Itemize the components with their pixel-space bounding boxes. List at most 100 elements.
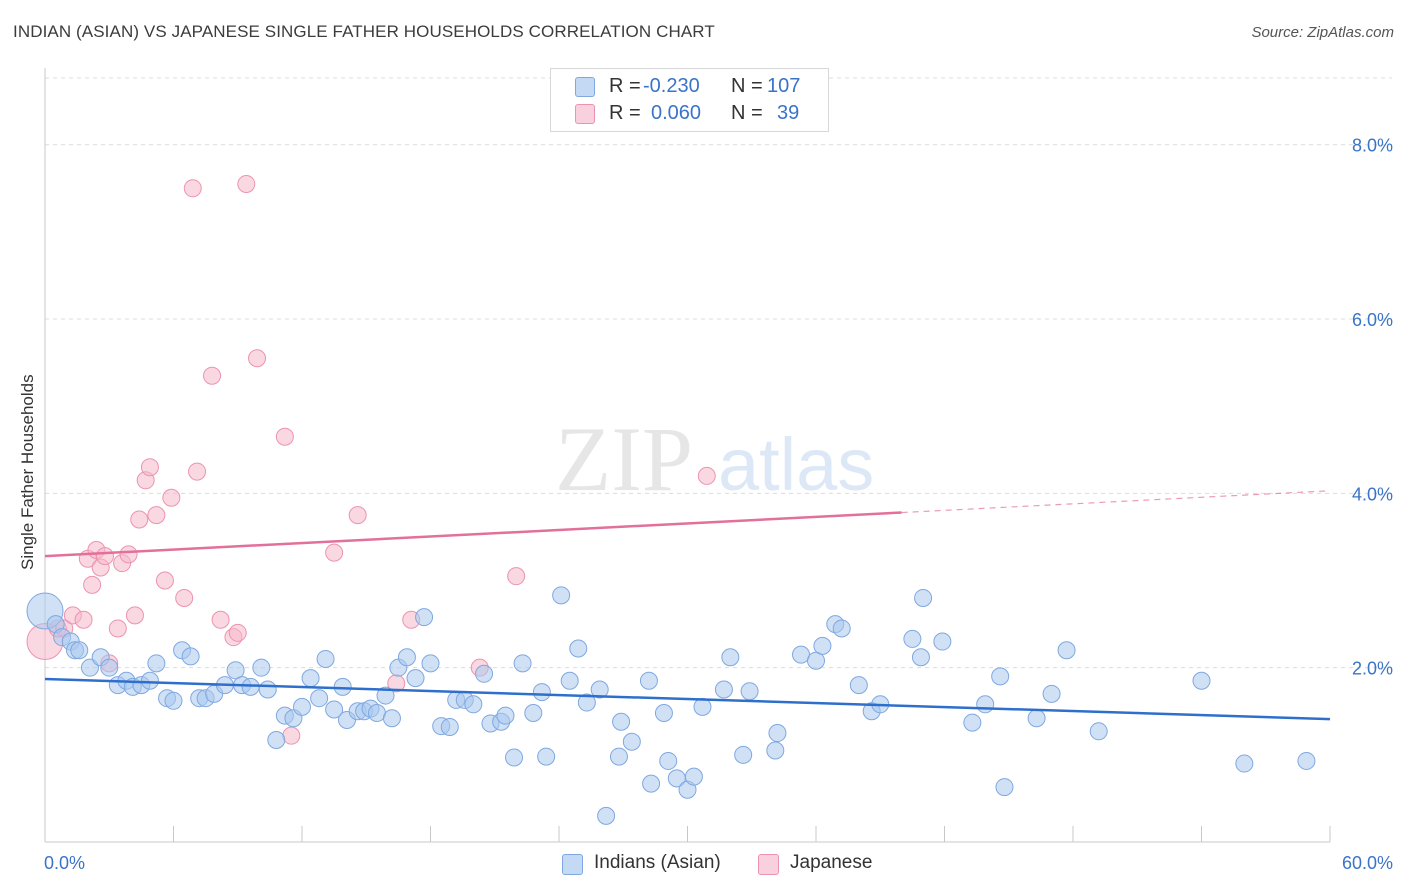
chart-title: INDIAN (ASIAN) VS JAPANESE SINGLE FATHER… xyxy=(13,22,715,41)
point-indians xyxy=(367,704,386,723)
point-japanese xyxy=(282,726,301,745)
point-japanese xyxy=(228,623,247,642)
bottom-legend-swatch-indians xyxy=(562,854,583,875)
point-indians xyxy=(513,654,532,673)
point-indians xyxy=(406,669,425,688)
point-japanese xyxy=(140,458,159,477)
point-indians xyxy=(325,700,344,719)
point-indians xyxy=(1027,709,1046,728)
point-indians xyxy=(537,747,556,766)
point-indians xyxy=(721,648,740,667)
trend-line-japanese xyxy=(44,511,902,558)
point-indians xyxy=(911,648,930,667)
point-japanese xyxy=(125,606,144,625)
point-indians xyxy=(421,654,440,673)
point-indians xyxy=(684,767,703,786)
point-indians xyxy=(181,647,200,666)
point-indians xyxy=(382,709,401,728)
point-indians xyxy=(963,713,982,732)
point-indians xyxy=(1235,754,1254,773)
point-indians xyxy=(1089,722,1108,741)
point-indians xyxy=(807,651,825,670)
point-japanese xyxy=(162,488,181,507)
point-indians xyxy=(316,649,335,668)
legend-r-value: 0.060 xyxy=(651,102,702,124)
point-indians xyxy=(440,717,459,736)
series-japanese xyxy=(26,174,716,745)
point-indians xyxy=(140,671,159,690)
y-tick-label: 8.0% xyxy=(1352,136,1393,156)
point-japanese xyxy=(175,588,194,607)
point-indians xyxy=(333,677,352,696)
y-tick-label: 4.0% xyxy=(1352,484,1393,504)
point-indians xyxy=(654,704,673,723)
point-indians xyxy=(1297,751,1316,770)
point-indians xyxy=(642,774,661,793)
tick-labels: 2.0% 4.0% 6.0% 8.0% 0.0% 60.0% xyxy=(44,136,1393,873)
point-indians xyxy=(164,691,183,710)
watermark: ZIP atlas xyxy=(555,408,874,510)
legend-n-label: N = xyxy=(731,102,763,124)
point-japanese xyxy=(248,349,267,368)
point-japanese xyxy=(697,466,716,485)
point-indians xyxy=(768,724,787,743)
point-indians xyxy=(933,632,952,651)
point-indians xyxy=(552,586,571,605)
point-indians xyxy=(70,641,89,660)
point-indians xyxy=(995,778,1014,797)
point-japanese xyxy=(74,610,93,629)
point-indians xyxy=(612,712,631,731)
point-japanese xyxy=(507,567,526,586)
grid-lines xyxy=(45,77,1392,669)
bottom-legend-swatch-japanese xyxy=(758,854,779,875)
point-indians xyxy=(415,608,434,627)
point-indians xyxy=(569,639,588,658)
legend-r-label: R = xyxy=(609,75,641,97)
point-indians xyxy=(524,704,543,723)
point-indians xyxy=(301,669,320,688)
trend-line-indians xyxy=(44,677,1331,721)
point-indians xyxy=(100,658,119,677)
point-japanese xyxy=(275,427,294,446)
point-indians xyxy=(714,680,733,699)
trend-lines xyxy=(44,490,1331,721)
point-indians xyxy=(849,676,868,695)
point-indians xyxy=(293,697,311,716)
y-axis-label: Single Father Households xyxy=(18,374,37,570)
legend-r-value: -0.230 xyxy=(643,75,700,97)
point-indians xyxy=(590,680,609,699)
point-indians xyxy=(505,748,524,767)
x-tick-label: 0.0% xyxy=(44,853,85,873)
point-indians xyxy=(792,645,811,664)
point-indians xyxy=(813,636,832,655)
point-indians xyxy=(734,745,753,764)
point-indians xyxy=(622,732,641,751)
point-japanese xyxy=(108,619,127,638)
watermark-atlas: atlas xyxy=(718,423,874,506)
point-japanese xyxy=(147,506,166,525)
point-indians xyxy=(903,629,922,648)
point-indians xyxy=(740,682,759,701)
point-japanese xyxy=(325,543,344,562)
point-indians xyxy=(609,747,628,766)
point-indians xyxy=(310,689,329,708)
point-japanese xyxy=(130,510,149,529)
point-japanese xyxy=(155,571,174,590)
trend-line-japanese-extension xyxy=(901,490,1331,514)
point-indians xyxy=(226,661,245,680)
x-tick-label: 60.0% xyxy=(1342,853,1393,873)
bottom-legend-label-japanese: Japanese xyxy=(790,852,873,873)
point-indians xyxy=(464,695,483,714)
point-indians xyxy=(532,683,551,702)
point-japanese xyxy=(183,179,202,198)
point-indians xyxy=(252,658,271,677)
point-indians xyxy=(597,806,616,825)
point-indians xyxy=(1057,641,1076,660)
series-indians-asian xyxy=(26,586,1316,825)
legend-r-label: R = xyxy=(609,102,641,124)
point-japanese xyxy=(348,506,367,525)
legend-n-label: N = xyxy=(731,75,763,97)
point-indians xyxy=(397,648,416,667)
point-indians xyxy=(258,680,277,699)
